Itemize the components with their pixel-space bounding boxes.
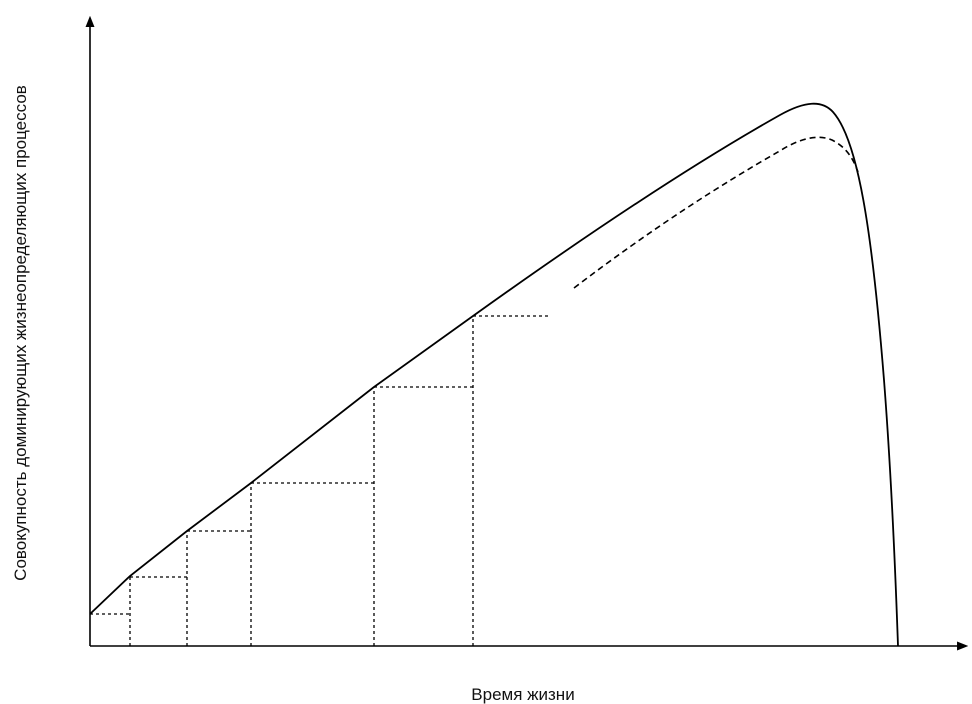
life-curve-dashed: [573, 136, 859, 289]
x-axis-title: Время жизни: [471, 685, 574, 704]
staircase-steps: [90, 315, 550, 646]
y-axis-title: Совокупность доминирующих жизнеопределяю…: [11, 85, 30, 581]
life-curve-solid: [89, 102, 899, 647]
